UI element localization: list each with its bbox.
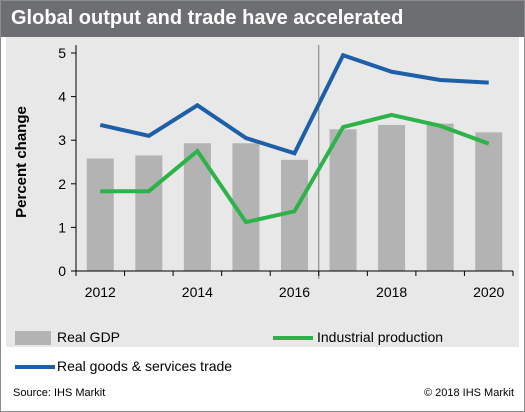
y-tick-label-2: 2 (58, 176, 66, 192)
x-tick-label-2018: 2018 (376, 284, 407, 300)
bar-2013 (135, 155, 163, 271)
source-note: Source: IHS Markit (13, 387, 106, 399)
bar-2019 (426, 123, 454, 271)
legend-swatch-real-trade (15, 365, 55, 369)
bar-2018 (378, 124, 406, 271)
y-axis-label: Percent change (13, 106, 30, 218)
bar-2017 (329, 129, 357, 271)
y-tick-label-0: 0 (58, 263, 66, 279)
legend-label-industrial-production: Industrial production (317, 329, 444, 345)
legend-label-real-gdp: Real GDP (57, 329, 121, 345)
y-tick-label-1: 1 (58, 219, 66, 235)
y-tick-label-3: 3 (58, 132, 66, 148)
y-tick-label-4: 4 (58, 89, 66, 105)
chart-title: Global output and trade have accelerated (11, 7, 404, 29)
x-tick-label-2012: 2012 (85, 284, 116, 300)
y-tick-label-5: 5 (58, 45, 66, 61)
bar-2012 (86, 158, 114, 271)
chart-svg: 0 1 2 3 4 5 2012 2014 2016 2018 2020 Percent change (13, 45, 514, 300)
legend-swatch-industrial-production (273, 336, 313, 340)
x-tick-label-2016: 2016 (279, 284, 310, 300)
legend-swatch-real-gdp (15, 331, 51, 345)
copyright-note: © 2018 IHS Markit (423, 387, 514, 399)
x-tick-label-2020: 2020 (473, 284, 504, 300)
legend-label-real-trade: Real goods & services trade (57, 358, 233, 374)
x-tick-label-2014: 2014 (182, 284, 213, 300)
bar-2016 (281, 159, 308, 271)
title-bar: Global output and trade have accelerated (1, 1, 524, 37)
bar-2020 (475, 132, 503, 271)
